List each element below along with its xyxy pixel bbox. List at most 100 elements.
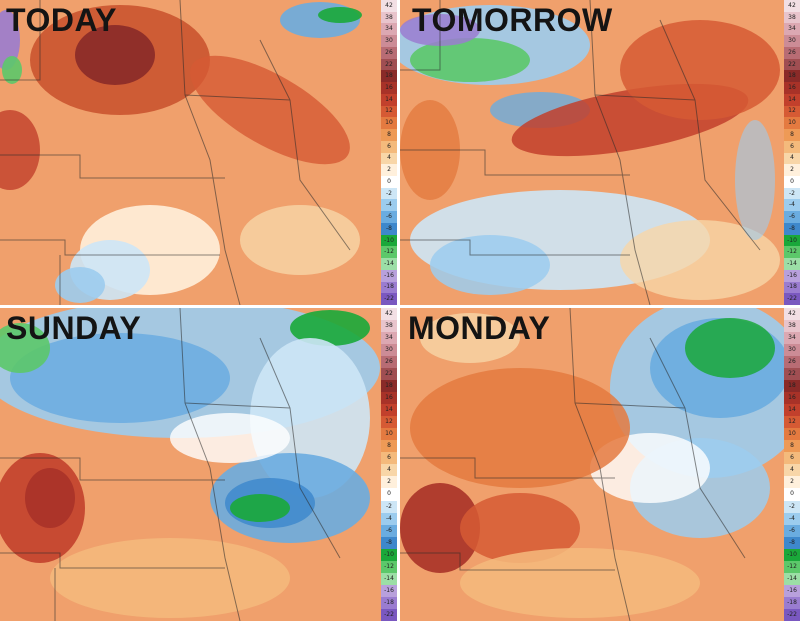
panel-title: SUNDAY [6,310,142,346]
legend-label: 22 [784,58,800,71]
panel-title: TOMORROW [412,2,613,38]
legend-label: 10 [381,117,397,130]
legend-label: 14 [381,404,397,417]
legend-label: -6 [381,211,397,223]
legend-label: -18 [381,596,397,609]
legend-label: -8 [784,536,800,549]
legend-label: 6 [784,452,800,465]
legend-label: -2 [381,187,397,200]
legend-label: 6 [381,452,397,465]
legend-label: 30 [784,35,800,47]
legend-label: 2 [381,476,397,489]
legend-label: 2 [784,476,800,489]
legend-label: 16 [381,392,397,405]
legend-label: 8 [381,440,397,453]
temperature-map-tomorrow [400,0,800,305]
legend-label: 38 [381,320,397,333]
legend-label: 30 [381,35,397,47]
legend-label: 22 [784,368,800,381]
temperature-legend: 42 38 34 30 26 22 18 16 14 12 10 8 6 4 2 0 -2 -4 -6 -8 -10 -1… [784,0,800,305]
legend-label: -18 [381,281,397,294]
map-panel-tomorrow: TOMORROW 42 38 34 30 26 22 18 16 14 12 10 8 6 4 2 0 -2 -4… [400,0,800,305]
legend-label: -14 [381,258,397,270]
legend-label: 18 [381,70,397,83]
legend-label: 22 [381,368,397,381]
legend-label: -22 [784,608,800,621]
legend-label: -6 [784,524,800,537]
legend-label: 8 [381,129,397,141]
legend-label: -8 [784,222,800,235]
legend-label: 12 [784,105,800,118]
legend-label: -10 [784,548,800,561]
legend-label: -10 [784,234,800,247]
legend-label: 12 [381,105,397,118]
legend-label: 42 [381,0,397,12]
legend-label: -4 [784,199,800,212]
legend-label: 2 [381,164,397,177]
legend-label: 14 [784,404,800,417]
legend-label: -4 [784,512,800,525]
legend-label: 30 [784,344,800,357]
legend-label: -16 [784,269,800,282]
legend-label: -22 [381,608,397,621]
legend-label: 18 [784,380,800,393]
panel-title: MONDAY [408,310,551,346]
legend-label: -18 [784,281,800,294]
legend-label: 18 [381,380,397,393]
legend-label: 10 [784,428,800,441]
temperature-legend: 42 38 34 30 26 22 18 16 14 12 10 8 6 4 2 0 -2 -4 -6 -8 -10 -1… [381,308,397,621]
legend-label: 14 [381,93,397,106]
legend-label: 14 [784,93,800,106]
legend-label: 16 [381,82,397,94]
legend-label: 38 [784,11,800,24]
temperature-map-sunday [0,308,397,621]
temperature-map-today [0,0,397,305]
legend-label: -14 [784,258,800,270]
legend-label: 18 [784,70,800,83]
legend-label: 26 [381,356,397,369]
legend-label: 4 [381,464,397,477]
legend-label: 16 [784,392,800,405]
legend-label: -6 [784,211,800,223]
legend-label: 42 [784,0,800,12]
legend-label: -6 [381,524,397,537]
legend-label: 8 [784,440,800,453]
legend-label: 6 [784,140,800,153]
map-panel-today: TODAY 42 38 34 30 26 22 18 16 14 12 10 8 6 4 2 0 -2 -4 -6-… [0,0,397,305]
legend-label: 4 [381,152,397,165]
legend-label: 0 [381,488,397,501]
legend-label: 34 [381,23,397,36]
legend-label: 12 [381,416,397,429]
legend-label: -16 [381,584,397,597]
legend-label: -16 [381,269,397,282]
map-panel-monday: MONDAY 42 38 34 30 26 22 18 16 14 12 10 8 6 4 2 0 -2 -4 -6… [400,308,800,621]
temperature-map-monday [400,308,800,621]
legend-label: 26 [784,356,800,369]
legend-label: 8 [784,129,800,141]
legend-label: -22 [784,293,800,305]
legend-label: -12 [381,560,397,573]
legend-label: -12 [784,246,800,259]
legend-label: 30 [381,344,397,357]
legend-label: 4 [784,152,800,165]
legend-label: -22 [381,293,397,305]
legend-label: 0 [784,488,800,501]
legend-label: -2 [381,500,397,513]
legend-label: -12 [381,246,397,259]
legend-label: -18 [784,596,800,609]
legend-label: 42 [381,308,397,321]
legend-label: 12 [784,416,800,429]
legend-label: 0 [381,176,397,188]
legend-label: 34 [784,332,800,345]
panel-title: TODAY [6,2,117,38]
legend-label: -14 [381,572,397,585]
legend-label: -16 [784,584,800,597]
map-panel-sunday: SUNDAY 42 38 34 30 26 22 18 16 14 12 10 8 6 4 2 0 -2 -4 -6… [0,308,397,621]
legend-label: 10 [784,117,800,130]
legend-label: -10 [381,234,397,247]
legend-label: 22 [381,58,397,71]
legend-label: 38 [381,11,397,24]
legend-label: 38 [784,320,800,333]
legend-label: -12 [784,560,800,573]
panel-divider-horizontal [0,305,800,308]
